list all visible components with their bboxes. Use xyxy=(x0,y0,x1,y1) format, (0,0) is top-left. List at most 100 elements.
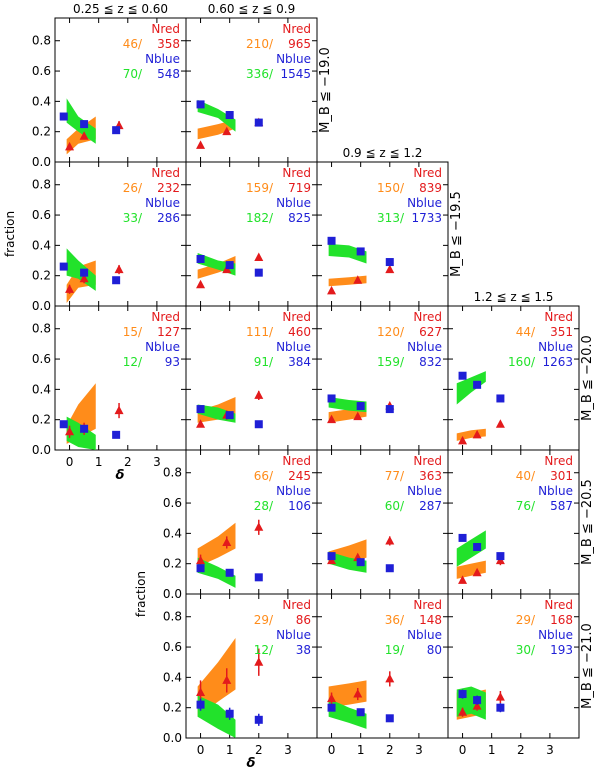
panel xyxy=(185,449,318,595)
blue-point xyxy=(254,573,263,582)
y-tick-label: 0.4 xyxy=(163,526,182,540)
legend-nred: Nred xyxy=(413,310,442,324)
blue-point xyxy=(496,703,505,712)
legend-nred: Nred xyxy=(282,598,311,612)
legend-nblue: Nblue xyxy=(538,628,573,642)
count-orange: 159/ xyxy=(246,181,274,195)
blue-point xyxy=(59,420,68,429)
x-tick-label: 0 xyxy=(66,455,74,469)
count-blue: 286 xyxy=(157,211,180,225)
red-point xyxy=(222,675,232,684)
y-tick-label: 0.0 xyxy=(163,587,182,601)
count-green: 159/ xyxy=(377,355,405,369)
z-bin-header: 0.9 ≦ z ≦ 1.2 xyxy=(343,146,423,160)
red-fraction-band xyxy=(456,428,486,441)
blue-point xyxy=(80,424,89,433)
y-tick-label: 0.8 xyxy=(163,466,182,480)
red-point xyxy=(385,673,395,683)
y-tick-label: 0.2 xyxy=(32,269,51,283)
blue-point xyxy=(196,100,205,109)
y-tick-label: 0.8 xyxy=(32,322,51,336)
legend-nblue: Nblue xyxy=(276,340,311,354)
count-orange: 150/ xyxy=(377,181,405,195)
count-blue: 287 xyxy=(419,499,442,513)
red-point xyxy=(385,264,395,274)
blue-fraction-band xyxy=(197,557,236,588)
legend-nblue: Nblue xyxy=(145,340,180,354)
blue-point xyxy=(496,552,505,561)
legend-nred: Nred xyxy=(282,166,311,180)
count-blue: 1545 xyxy=(280,67,311,81)
x-tick-label: 0 xyxy=(197,743,205,757)
count-red: 627 xyxy=(419,325,442,339)
y-axis-label: fraction xyxy=(134,571,148,617)
panel xyxy=(54,161,187,307)
red-point xyxy=(353,411,363,421)
y-tick-label: 0.4 xyxy=(32,94,51,108)
legend-nred: Nred xyxy=(544,454,573,468)
y-tick-label: 0.2 xyxy=(163,701,182,715)
x-tick-label: 1 xyxy=(95,455,103,469)
z-bin-header: 0.60 ≦ z ≦ 0.9 xyxy=(208,2,295,16)
red-point xyxy=(327,285,337,295)
count-red: 839 xyxy=(419,181,442,195)
blue-point xyxy=(458,371,467,380)
x-tick-label: 1 xyxy=(488,743,496,757)
legend-nblue: Nblue xyxy=(276,196,311,210)
blue-point xyxy=(254,118,263,127)
legend-nblue: Nblue xyxy=(407,196,442,210)
count-green: 30/ xyxy=(516,643,536,657)
z-bin-header: 0.25 ≦ z ≦ 0.60 xyxy=(73,2,168,16)
x-axis-label: δ xyxy=(116,468,125,483)
red-fraction-band xyxy=(197,637,236,717)
count-red: 358 xyxy=(157,37,180,51)
red-point xyxy=(196,419,206,428)
count-orange: 120/ xyxy=(377,325,405,339)
blue-point xyxy=(225,261,234,270)
blue-point xyxy=(196,255,205,264)
count-green: 182/ xyxy=(246,211,274,225)
blue-point xyxy=(225,111,234,120)
count-red: 301 xyxy=(550,469,573,483)
blue-point xyxy=(196,564,205,573)
count-green: 12/ xyxy=(123,355,143,369)
count-orange: 66/ xyxy=(254,469,274,483)
count-orange: 29/ xyxy=(516,613,536,627)
blue-point xyxy=(196,700,205,709)
magnitude-bin-label: M_B ≦ −19.0 xyxy=(318,47,333,133)
red-point xyxy=(196,555,206,565)
red-point xyxy=(65,141,75,151)
blue-point xyxy=(473,696,482,705)
blue-fraction-band xyxy=(328,698,367,729)
count-orange: 36/ xyxy=(385,613,405,627)
red-point xyxy=(114,405,124,415)
legend-nred: Nred xyxy=(544,310,573,324)
red-point xyxy=(196,687,206,697)
blue-point xyxy=(385,405,394,414)
count-orange: 44/ xyxy=(516,325,536,339)
legend-nred: Nred xyxy=(151,310,180,324)
blue-fraction-band xyxy=(197,99,236,132)
legend-nblue: Nblue xyxy=(276,52,311,66)
blue-fraction-band xyxy=(66,416,96,450)
count-blue: 80 xyxy=(427,643,442,657)
blue-point xyxy=(327,236,336,245)
blue-point xyxy=(112,276,121,285)
blue-fraction-band xyxy=(456,530,486,567)
x-tick-label: 3 xyxy=(284,743,292,757)
blue-point xyxy=(327,703,336,712)
y-tick-label: 0.8 xyxy=(32,178,51,192)
count-green: 336/ xyxy=(246,67,274,81)
blue-point xyxy=(327,394,336,403)
blue-point xyxy=(385,714,394,723)
red-point xyxy=(495,419,505,428)
legend-nred: Nred xyxy=(151,22,180,36)
count-orange: 46/ xyxy=(123,37,143,51)
red-point xyxy=(254,522,264,531)
red-point xyxy=(65,284,75,293)
legend-nred: Nred xyxy=(544,598,573,612)
blue-point xyxy=(327,552,336,561)
red-point xyxy=(353,689,363,698)
magnitude-bin-label: M_B ≦ −21.0 xyxy=(580,623,595,709)
x-tick-label: 2 xyxy=(255,743,263,757)
